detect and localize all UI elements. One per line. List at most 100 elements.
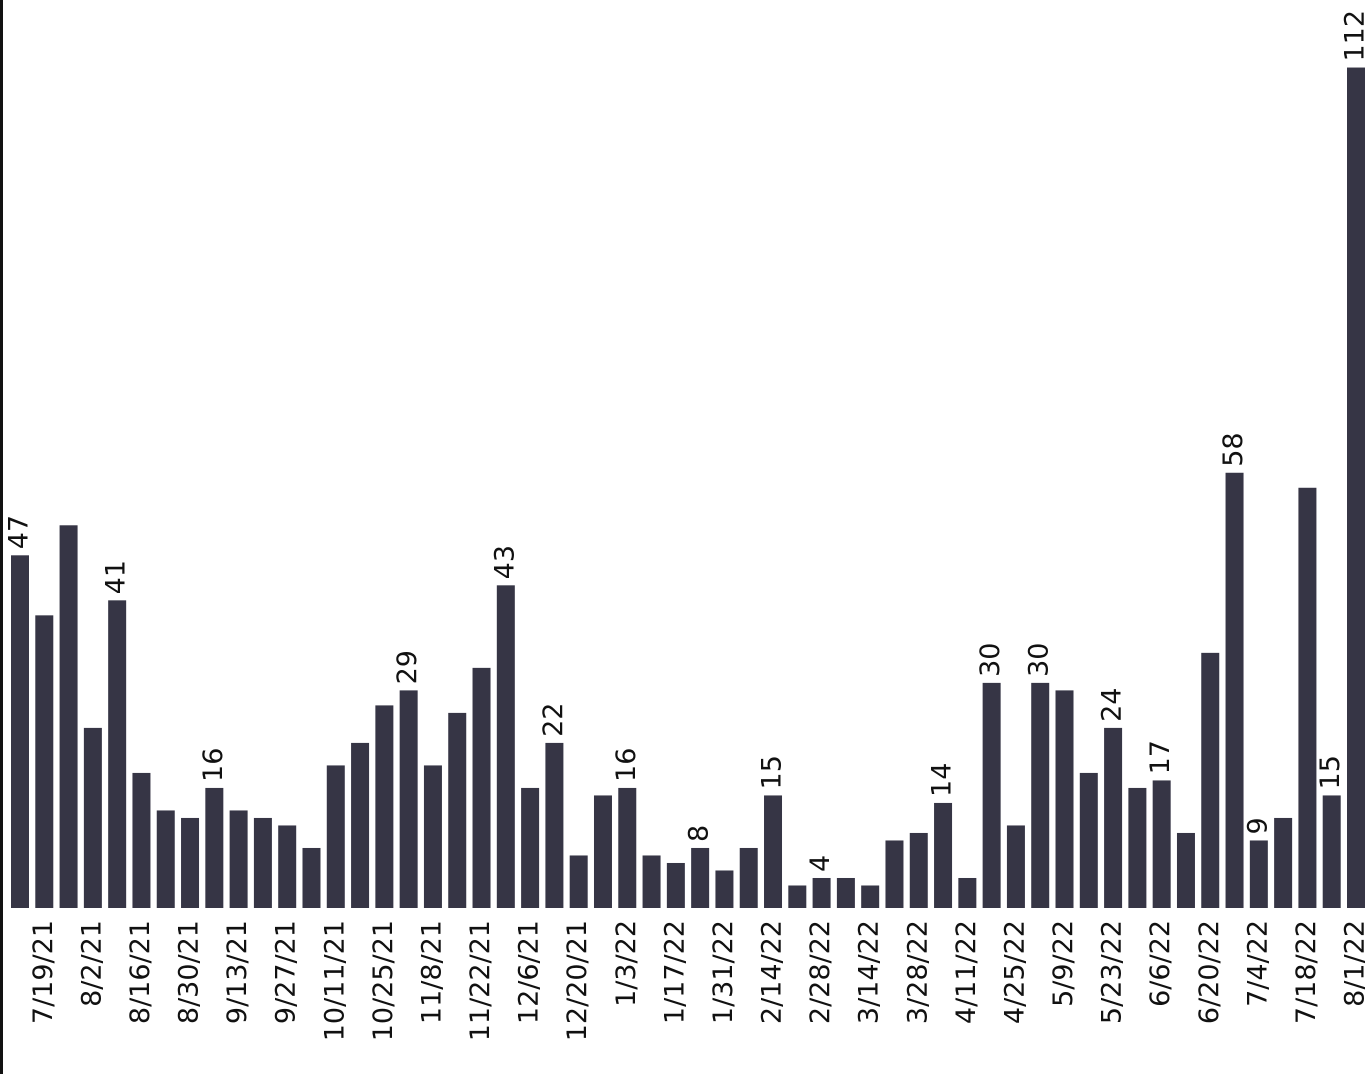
bar — [1128, 787, 1147, 908]
bar — [156, 810, 175, 908]
data-label: 15 — [1315, 755, 1346, 789]
x-tick-label: 8/1/22 — [1340, 920, 1365, 1007]
bar — [958, 877, 977, 908]
data-label: 9 — [1242, 817, 1273, 834]
bar — [59, 525, 78, 908]
bar — [1249, 840, 1268, 908]
x-tick-label: 12/20/21 — [562, 920, 593, 1041]
data-label: 47 — [4, 515, 35, 549]
x-tick-label: 1/17/22 — [659, 920, 690, 1024]
x-tick-label: 11/8/21 — [416, 920, 447, 1024]
x-tick-label: 4/11/22 — [951, 920, 982, 1024]
data-label: 8 — [684, 825, 715, 842]
x-tick-label: 9/13/21 — [222, 920, 253, 1024]
bar — [1152, 780, 1171, 908]
bar — [1006, 825, 1025, 908]
data-label: 16 — [611, 748, 642, 782]
bar — [326, 765, 345, 908]
x-tick-label: 6/6/22 — [1145, 920, 1176, 1007]
bar — [253, 817, 272, 908]
bar — [764, 795, 783, 908]
x-tick-label: 5/9/22 — [1048, 920, 1079, 1007]
bar — [885, 840, 904, 908]
x-tick-label: 7/18/22 — [1291, 920, 1322, 1024]
bar — [1104, 727, 1123, 908]
bar — [934, 802, 953, 908]
bar — [278, 825, 297, 908]
bar — [423, 765, 442, 908]
x-tick-label: 8/2/21 — [76, 920, 107, 1007]
bar — [205, 787, 224, 908]
bar — [521, 787, 540, 908]
data-label: 30 — [975, 643, 1006, 677]
data-label: 24 — [1097, 688, 1128, 722]
bar — [569, 855, 588, 908]
bar — [545, 742, 564, 908]
data-label: 4 — [805, 855, 836, 872]
data-label: 22 — [538, 703, 569, 737]
x-tick-label: 3/14/22 — [854, 920, 885, 1024]
bar — [715, 870, 734, 908]
x-tick-label: 4/25/22 — [999, 920, 1030, 1024]
bar — [1201, 652, 1220, 908]
data-label: 43 — [489, 545, 520, 579]
bar — [472, 667, 491, 908]
bar — [1055, 690, 1074, 908]
bar — [399, 690, 418, 908]
bar — [909, 832, 928, 908]
bar — [1079, 772, 1098, 908]
bar — [375, 705, 394, 908]
x-tick-label: 6/20/22 — [1194, 920, 1225, 1024]
x-tick-label: 3/28/22 — [902, 920, 933, 1024]
x-tick-label: 7/19/21 — [28, 920, 59, 1024]
data-label: 15 — [757, 755, 788, 789]
bar — [812, 877, 831, 908]
bar — [1274, 817, 1293, 908]
data-label: 58 — [1218, 432, 1249, 466]
bar — [788, 885, 807, 908]
data-label: 112 — [1340, 10, 1365, 62]
bar — [181, 817, 200, 908]
bar — [618, 787, 637, 908]
x-tick-label: 9/27/21 — [271, 920, 302, 1024]
bar — [302, 847, 321, 908]
bar — [11, 555, 29, 908]
data-label: 16 — [198, 748, 229, 782]
x-tick-label: 1/3/22 — [611, 920, 642, 1007]
bar — [35, 615, 54, 908]
bar — [642, 855, 661, 908]
bar — [691, 847, 710, 908]
bar — [351, 742, 370, 908]
x-tick-label: 11/22/21 — [465, 920, 496, 1041]
bar — [83, 727, 102, 908]
bar — [739, 847, 758, 908]
bar — [1176, 832, 1195, 908]
x-tick-label: 5/23/22 — [1097, 920, 1128, 1024]
x-tick-label: 12/6/21 — [514, 920, 545, 1024]
bar — [1298, 487, 1317, 908]
bar — [861, 885, 880, 908]
x-tick-label: 7/4/22 — [1242, 920, 1273, 1007]
bar — [836, 877, 855, 908]
bar — [448, 712, 467, 908]
bar — [593, 795, 612, 908]
data-label: 41 — [101, 560, 132, 594]
bar — [1031, 682, 1050, 908]
frame-edge — [0, 0, 3, 1074]
bar — [229, 810, 248, 908]
data-label: 30 — [1024, 643, 1055, 677]
bar — [982, 682, 1001, 908]
data-label: 29 — [392, 650, 423, 684]
bar — [666, 862, 685, 908]
bar — [496, 585, 515, 908]
x-tick-label: 1/31/22 — [708, 920, 739, 1024]
x-tick-label: 8/16/21 — [125, 920, 156, 1024]
bar — [108, 600, 127, 908]
x-tick-label: 8/30/21 — [174, 920, 205, 1024]
x-tick-label: 2/28/22 — [805, 920, 836, 1024]
x-tick-label: 2/14/22 — [757, 920, 788, 1024]
bar — [1347, 67, 1365, 909]
data-label: 14 — [927, 763, 958, 797]
data-label: 17 — [1145, 740, 1176, 774]
